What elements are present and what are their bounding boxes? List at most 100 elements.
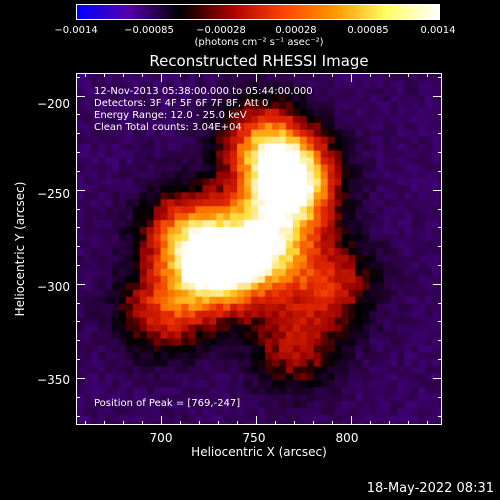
axis-tick-mark bbox=[256, 73, 258, 82]
time-range-annotation: 12-Nov-2013 05:38:00.000 to 05:44:00.000 bbox=[94, 86, 313, 97]
axis-tick-mark bbox=[438, 133, 442, 135]
axis-tick-mark bbox=[76, 321, 80, 323]
axis-tick-mark bbox=[76, 283, 85, 285]
axis-tick-mark bbox=[433, 189, 442, 191]
axis-tick-mark bbox=[85, 73, 87, 77]
detectors-annotation: Detectors: 3F 4F 5F 6F 7F 8F, Att 0 bbox=[94, 98, 269, 109]
axis-tick-mark bbox=[76, 359, 80, 361]
axis-tick-mark bbox=[199, 421, 201, 425]
axis-tick-mark bbox=[438, 76, 442, 78]
axis-tick-mark bbox=[142, 73, 144, 77]
axis-tick-mark bbox=[76, 95, 85, 97]
heatmap-image bbox=[77, 74, 441, 424]
axis-tick-mark bbox=[294, 421, 296, 425]
date-stamp: 18-May-2022 08:31 bbox=[366, 481, 494, 496]
colorbar bbox=[76, 4, 440, 20]
image-plot-area bbox=[76, 73, 442, 425]
axis-tick-mark bbox=[407, 73, 409, 77]
colorbar-tick-label: −0.0014 bbox=[54, 25, 98, 36]
axis-tick-mark bbox=[350, 416, 352, 425]
axis-tick-mark bbox=[161, 73, 163, 82]
axis-tick-mark bbox=[332, 73, 333, 77]
axis-tick-mark bbox=[438, 246, 442, 248]
axis-tick-mark bbox=[218, 73, 220, 77]
axis-tick-mark bbox=[76, 340, 80, 342]
axis-tick-mark bbox=[199, 73, 201, 77]
axis-tick-mark bbox=[433, 377, 442, 379]
axis-tick-mark bbox=[76, 415, 80, 417]
axis-tick-mark bbox=[369, 73, 371, 77]
axis-tick-mark bbox=[275, 421, 277, 425]
axis-tick-mark bbox=[256, 416, 258, 425]
axis-tick-mark bbox=[438, 415, 442, 417]
axis-tick-mark bbox=[76, 76, 80, 78]
axis-tick-mark bbox=[76, 302, 80, 304]
axis-tick-mark bbox=[332, 421, 333, 425]
axis-tick-mark bbox=[426, 421, 428, 425]
axis-tick-mark bbox=[218, 421, 220, 425]
x-tick-label: 800 bbox=[335, 431, 359, 445]
axis-tick-mark bbox=[76, 114, 80, 116]
x-tick-label: 750 bbox=[242, 431, 266, 445]
axis-tick-mark bbox=[438, 208, 442, 210]
y-tick-label: −300 bbox=[37, 280, 70, 294]
axis-tick-mark bbox=[104, 421, 106, 425]
axis-tick-mark bbox=[180, 73, 182, 77]
axis-tick-mark bbox=[294, 73, 296, 77]
axis-tick-mark bbox=[76, 208, 80, 210]
axis-tick-mark bbox=[313, 421, 315, 425]
axis-tick-mark bbox=[104, 73, 106, 77]
axis-tick-mark bbox=[237, 421, 239, 425]
axis-tick-mark bbox=[76, 227, 80, 229]
axis-tick-mark bbox=[433, 283, 442, 285]
colorbar-tick-label: 0.0014 bbox=[420, 25, 456, 36]
colorbar-units: (photons cm⁻² s⁻¹ asec⁻²) bbox=[194, 37, 324, 48]
colorbar-tick-label: −0.00028 bbox=[196, 25, 246, 36]
axis-tick-mark bbox=[438, 302, 442, 304]
axis-tick-mark bbox=[76, 133, 80, 135]
axis-tick-mark bbox=[76, 189, 85, 191]
x-tick-label: 700 bbox=[149, 431, 173, 445]
axis-tick-mark bbox=[76, 396, 80, 398]
axis-tick-mark bbox=[85, 421, 87, 425]
axis-tick-mark bbox=[407, 421, 409, 425]
axis-tick-mark bbox=[438, 265, 442, 266]
axis-tick-mark bbox=[313, 73, 315, 77]
colorbar-tick-label: 0.00085 bbox=[347, 25, 389, 36]
colorbar-tick-label: −0.00085 bbox=[124, 25, 174, 36]
y-tick-label: −250 bbox=[37, 187, 70, 201]
clean-counts-annotation: Clean Total counts: 3.04E+04 bbox=[94, 122, 242, 133]
axis-tick-mark bbox=[123, 421, 125, 425]
axis-tick-mark bbox=[76, 170, 80, 172]
colorbar-tick-label: 0.00028 bbox=[275, 25, 317, 36]
axis-tick-mark bbox=[388, 73, 390, 77]
axis-tick-mark bbox=[76, 246, 80, 248]
axis-tick-mark bbox=[180, 421, 182, 425]
axis-tick-mark bbox=[438, 340, 442, 342]
axis-tick-mark bbox=[123, 73, 125, 77]
axis-tick-mark bbox=[275, 73, 277, 77]
peak-position-annotation: Position of Peak = [769,-247] bbox=[94, 398, 241, 409]
y-axis-label: Heliocentric Y (arcsec) bbox=[13, 181, 27, 317]
axis-tick-mark bbox=[433, 95, 442, 97]
x-axis-label: Heliocentric X (arcsec) bbox=[191, 445, 327, 459]
y-tick-label: −350 bbox=[37, 373, 70, 387]
axis-tick-mark bbox=[438, 114, 442, 116]
axis-tick-mark bbox=[76, 265, 80, 266]
axis-tick-mark bbox=[161, 416, 163, 425]
energy-range-annotation: Energy Range: 12.0 - 25.0 keV bbox=[94, 110, 247, 121]
axis-tick-mark bbox=[76, 152, 80, 154]
axis-tick-mark bbox=[426, 73, 428, 77]
axis-tick-mark bbox=[438, 359, 442, 361]
axis-tick-mark bbox=[438, 152, 442, 154]
axis-tick-mark bbox=[438, 170, 442, 172]
axis-tick-mark bbox=[237, 73, 239, 77]
axis-tick-mark bbox=[142, 421, 144, 425]
axis-tick-mark bbox=[438, 227, 442, 229]
axis-tick-mark bbox=[438, 321, 442, 323]
axis-tick-mark bbox=[438, 396, 442, 398]
axis-tick-mark bbox=[350, 73, 352, 82]
plot-title: Reconstructed RHESSI Image bbox=[149, 52, 369, 70]
axis-tick-mark bbox=[369, 421, 371, 425]
axis-tick-mark bbox=[388, 421, 390, 425]
